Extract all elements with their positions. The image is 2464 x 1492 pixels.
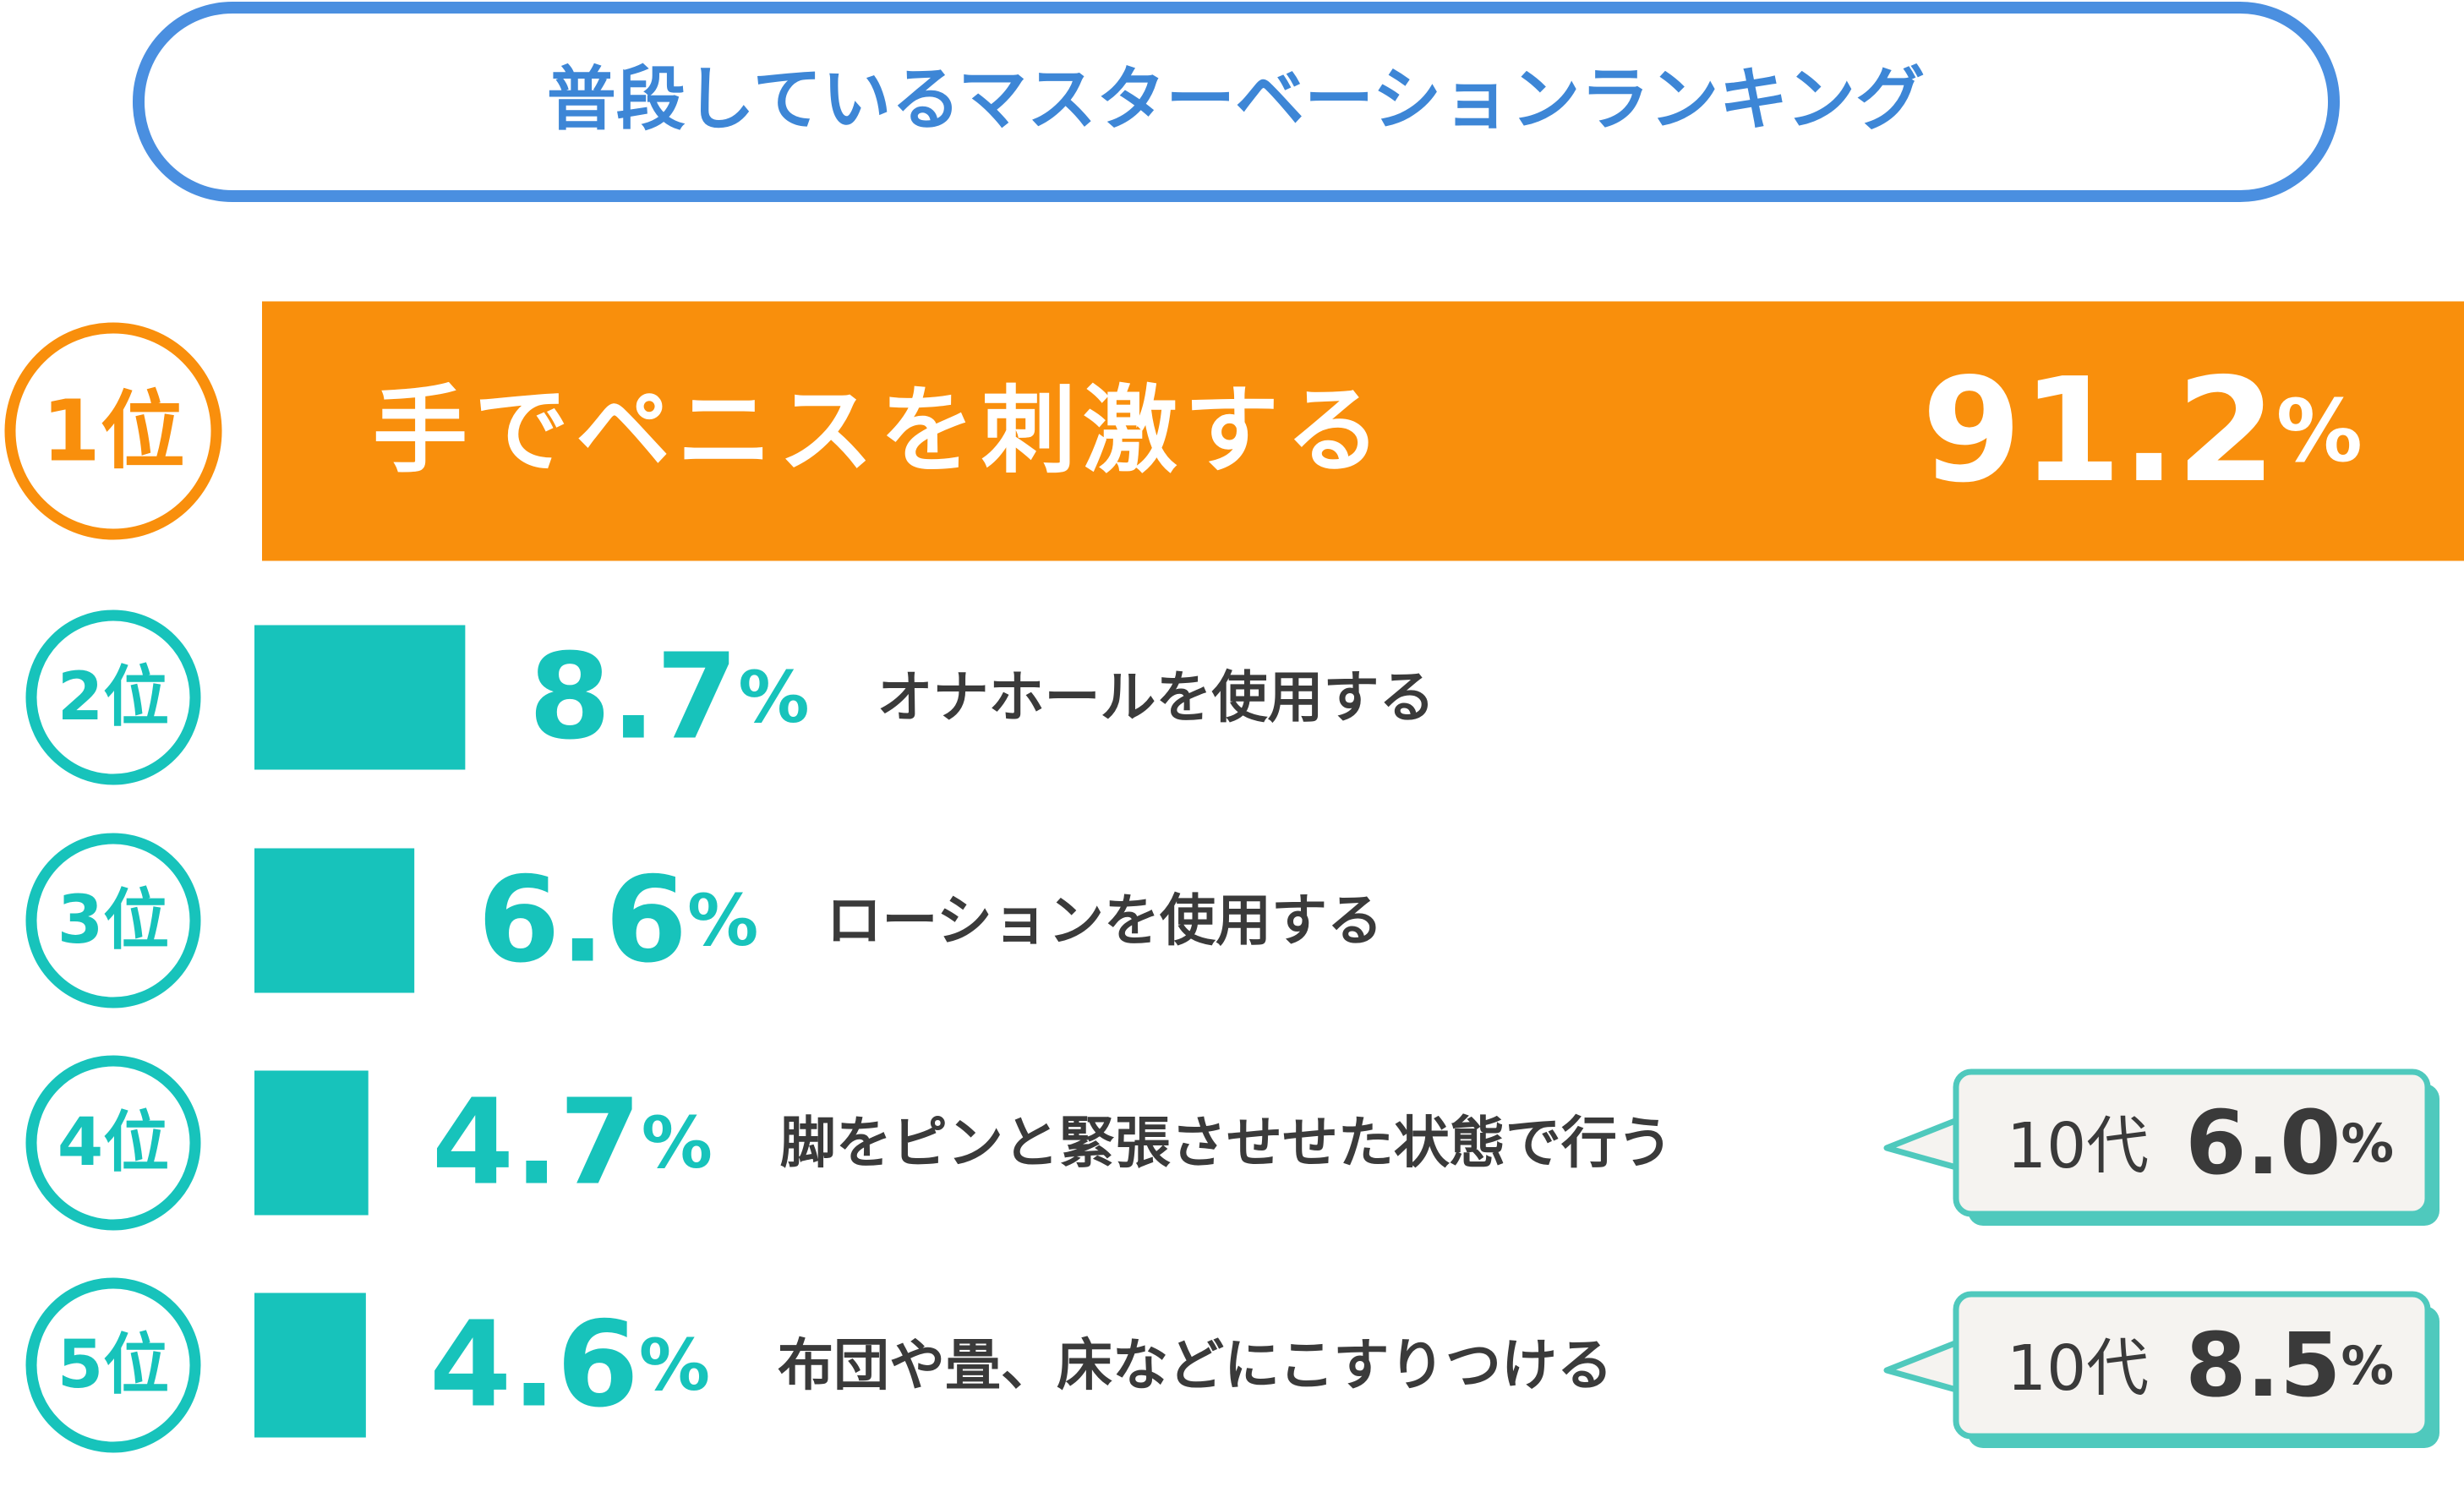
rank-badge	[25, 609, 201, 785]
bar	[254, 1070, 369, 1216]
callout-box	[1953, 1291, 2431, 1440]
category-label: 布団や畳、床などにこすりつける	[778, 1333, 1613, 1398]
rank-badge	[25, 1277, 201, 1453]
category-label: 手でペニスを刺激する	[373, 376, 1387, 486]
bar	[254, 1293, 366, 1438]
value-label: 8.7%	[528, 629, 809, 767]
rank-label: 1位	[41, 382, 185, 481]
value-label: 4.6%	[429, 1297, 710, 1435]
value-label: 6.6%	[478, 852, 758, 990]
chart-title: 普段しているマスターベーションランキング	[547, 60, 1925, 140]
category-label: 脚をピンと緊張させせた状態で行う	[780, 1111, 1673, 1176]
rank-label: 4位	[57, 1105, 169, 1181]
value-label: 4.7%	[432, 1074, 713, 1212]
title-pill	[133, 2, 2340, 202]
callout-label: 10代	[2007, 1332, 2149, 1405]
callout-label: 10代	[2007, 1110, 2149, 1183]
bar	[262, 301, 2464, 561]
callout-cover	[1959, 1345, 1968, 1387]
category-label: ローションを使用する	[826, 888, 1383, 954]
callout-pointer	[1883, 1338, 1963, 1394]
rank-badge	[25, 833, 201, 1008]
rank-label: 5位	[57, 1327, 169, 1403]
rank-badge	[25, 1055, 201, 1231]
rank-label: 2位	[57, 659, 169, 735]
category-label: オナホールを使用する	[877, 665, 1435, 730]
callout-cover	[1959, 1123, 1968, 1165]
rank-badge	[4, 322, 222, 540]
callout-box	[1953, 1068, 2431, 1217]
bar	[254, 625, 466, 770]
bar	[254, 848, 415, 993]
callout-pointer	[1883, 1116, 1963, 1172]
rank-label: 3位	[57, 883, 169, 959]
